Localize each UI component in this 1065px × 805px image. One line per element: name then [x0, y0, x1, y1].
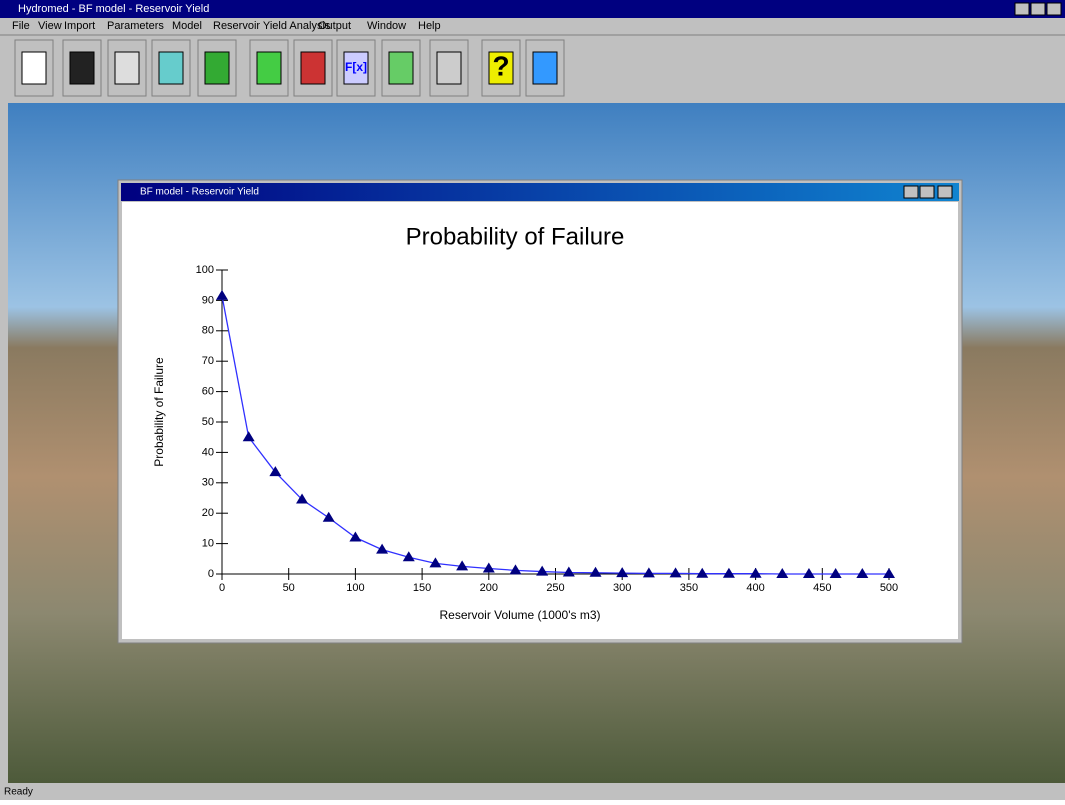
toolbar-icon	[21, 51, 47, 85]
toolbar-icon	[114, 51, 140, 85]
y-tick-label: 70	[202, 355, 214, 367]
data-point	[696, 567, 709, 578]
menu-item[interactable]: View	[38, 20, 62, 32]
menu-bar: File View Import Parameters Model Reservoir Y…	[12, 20, 441, 32]
y-axis-label: Probability of Failure	[152, 357, 166, 467]
child-maximize[interactable]	[919, 185, 935, 199]
child-window: BF model - Reservoir Yield	[117, 179, 963, 644]
data-point	[642, 567, 655, 578]
x-tick-label: 200	[480, 582, 498, 594]
data-point	[589, 566, 602, 577]
toolbar-icon	[300, 51, 326, 85]
y-tick-label: 90	[202, 294, 214, 306]
toolbar-icon	[388, 51, 414, 85]
menu-item[interactable]: Reservoir Yield Analysis	[213, 20, 331, 32]
data-point	[216, 289, 228, 300]
menu-item[interactable]: Help	[418, 20, 441, 32]
x-tick-label: 450	[813, 582, 831, 594]
y-tick-label: 0	[208, 568, 214, 580]
child-minimize[interactable]	[903, 185, 919, 199]
toolbar-icon	[256, 51, 282, 85]
minimize-button[interactable]	[1014, 2, 1030, 16]
toolbar-icon	[532, 51, 558, 85]
y-tick-label: 100	[196, 264, 214, 276]
x-tick-label: 500	[880, 582, 898, 594]
y-tick-label: 80	[202, 325, 214, 337]
menu-item[interactable]: File	[12, 20, 30, 32]
x-tick-label: 400	[746, 582, 764, 594]
data-point	[722, 567, 735, 578]
data-point	[536, 565, 549, 576]
chart-title: Probability of Failure	[406, 223, 625, 250]
toolbar-label: ?	[492, 50, 509, 81]
menu-item[interactable]: Window	[367, 20, 406, 32]
menu-item[interactable]: Output	[318, 20, 351, 32]
x-tick-label: 250	[546, 582, 564, 594]
x-axis-label: Reservoir Volume (1000's m3)	[439, 608, 600, 622]
toolbar-icon	[343, 51, 369, 85]
data-point	[509, 564, 522, 575]
window-controls[interactable]	[1014, 2, 1062, 16]
toolbar-label: F[x]	[345, 60, 367, 74]
x-tick-label: 350	[680, 582, 698, 594]
data-point	[376, 543, 389, 554]
data-point	[242, 431, 255, 442]
data-point	[269, 466, 282, 477]
data-point	[562, 566, 575, 577]
child-close[interactable]	[937, 185, 953, 199]
chart: Probability of Failure Reservoir Volume (…	[152, 223, 898, 622]
data-point	[749, 567, 762, 578]
data-point	[856, 568, 869, 578]
x-tick-label: 100	[346, 582, 364, 594]
data-point	[829, 568, 842, 578]
title-bar	[0, 0, 1065, 18]
y-tick-label: 60	[202, 386, 214, 398]
toolbar-icon	[436, 51, 462, 85]
y-tick-label: 20	[202, 507, 214, 519]
toolbar: F[x]?	[14, 39, 565, 97]
status-bar	[0, 783, 1065, 800]
toolbar-icon	[204, 51, 230, 85]
data-point	[322, 511, 335, 522]
data-point	[616, 567, 629, 578]
child-title-bar	[121, 183, 959, 201]
window-title: Hydromed - BF model - Reservoir Yield	[18, 3, 209, 15]
close-button[interactable]	[1046, 2, 1062, 16]
data-point	[802, 568, 815, 578]
x-tick-label: 50	[283, 582, 295, 594]
chart-area	[122, 202, 958, 639]
data-point	[296, 493, 309, 504]
y-tick-label: 40	[202, 446, 214, 458]
data-point	[482, 562, 495, 573]
y-tick-label: 50	[202, 416, 214, 428]
toolbar-icon	[69, 51, 95, 85]
data-point	[429, 557, 442, 568]
x-tick-label: 300	[613, 582, 631, 594]
restore-button[interactable]	[1030, 2, 1046, 16]
toolbar-icon	[158, 51, 184, 85]
menu-item[interactable]: Parameters	[107, 20, 164, 32]
data-point	[402, 551, 415, 562]
x-tick-label: 0	[219, 582, 225, 594]
data-point	[669, 567, 682, 578]
y-tick-label: 30	[202, 477, 214, 489]
data-point	[349, 531, 362, 542]
data-point	[456, 560, 469, 571]
data-point	[776, 568, 789, 578]
data-point	[883, 568, 895, 578]
menu-item[interactable]: Import	[64, 20, 95, 32]
child-title: BF model - Reservoir Yield	[140, 187, 259, 198]
toolbar-icon	[488, 51, 514, 85]
y-tick-label: 10	[202, 538, 214, 550]
status-text: Ready	[4, 787, 33, 798]
menu-item[interactable]: Model	[172, 20, 202, 32]
x-tick-label: 150	[413, 582, 431, 594]
